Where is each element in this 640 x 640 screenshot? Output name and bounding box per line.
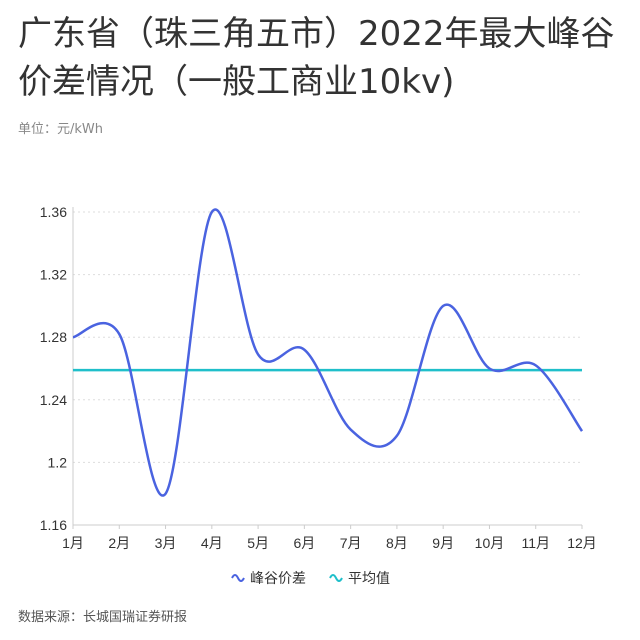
unit-label: 单位：元/kWh bbox=[18, 122, 104, 137]
y-tick-label: 1.36 bbox=[40, 204, 67, 220]
source-note: 数据来源：长城国瑞证券研报 bbox=[18, 610, 188, 625]
y-tick-label: 1.16 bbox=[40, 517, 67, 533]
x-tick-label: 4月 bbox=[201, 535, 223, 551]
x-tick-label: 10月 bbox=[475, 535, 505, 551]
chart-title: 广东省（珠三角五市）2022年最大峰谷价差情况（一般工商业10kv) bbox=[18, 14, 615, 102]
y-tick-label: 1.32 bbox=[40, 267, 67, 283]
x-tick-label: 3月 bbox=[155, 535, 177, 551]
y-tick-label: 1.28 bbox=[40, 329, 67, 345]
x-tick-label: 2月 bbox=[108, 535, 130, 551]
y-tick-label: 1.2 bbox=[48, 454, 68, 470]
x-tick-label: 9月 bbox=[432, 535, 454, 551]
legend-label: 平均值 bbox=[348, 571, 390, 587]
legend-label: 峰谷价差 bbox=[250, 571, 306, 587]
legend-icon bbox=[329, 574, 343, 582]
x-tick-label: 6月 bbox=[293, 535, 315, 551]
legend-icon bbox=[231, 574, 245, 582]
x-tick-label: 8月 bbox=[386, 535, 408, 551]
x-tick-label: 1月 bbox=[62, 535, 84, 551]
x-tick-label: 7月 bbox=[340, 535, 362, 551]
x-tick-label: 11月 bbox=[521, 535, 550, 551]
series-line-0 bbox=[72, 208, 584, 497]
x-tick-label: 12月 bbox=[567, 535, 597, 551]
y-tick-label: 1.24 bbox=[40, 392, 67, 408]
x-tick-label: 5月 bbox=[247, 535, 269, 551]
